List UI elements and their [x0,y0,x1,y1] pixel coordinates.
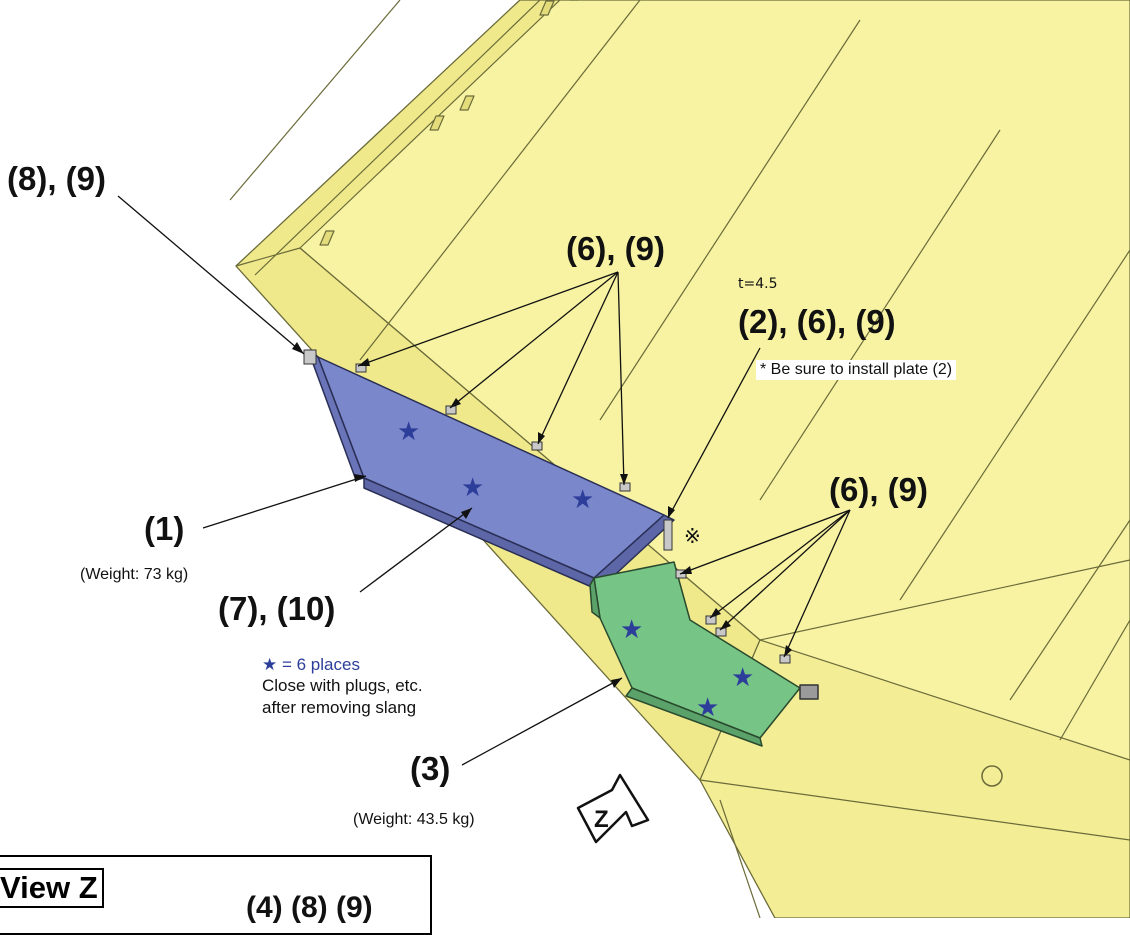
callout-7-10: (7), (10) [218,590,336,627]
weight-1-note: (Weight: 73 kg) [80,566,189,583]
star-mark: ★ [461,473,484,503]
weight-3-note: (Weight: 43.5 kg) [353,811,475,828]
arrow-heads [292,342,792,688]
callout-3: (3) [410,750,451,787]
callout-2-6-9: (2), (6), (9) [738,303,896,340]
star-legend-icon: ★ [262,655,278,674]
plug-legend: ★ = 6 places Close with plugs, etc. afte… [262,654,423,718]
callout-6-9-top: (6), (9) [566,230,665,267]
star-mark: ★ [397,417,420,447]
star-mark: ★ [620,615,643,645]
star-mark: ★ [696,693,719,723]
cover-3-green [589,561,819,747]
leader-lines [117,195,851,766]
view-z-arrow [576,773,650,844]
callout-1: (1) [144,510,185,547]
bolt-blocks [303,349,791,664]
callout-6-9-right: (6), (9) [829,471,928,508]
plate-install-note: * Be sure to install plate (2) [756,360,957,380]
view-z-title: View Z [0,868,104,908]
callout-4-8-9: (4) (8) (9) [246,891,373,924]
star-mark: ★ [731,663,754,693]
view-arrow-label: Z [594,806,609,833]
reference-mark: ※ [684,524,701,548]
legend-line-2: Close with plugs, etc. [262,676,423,696]
callout-8-9-top: (8), (9) [7,160,106,197]
legend-line-3: after removing slang [262,697,417,717]
plug-star-marks: ★ ★ ★ ★ ★ ★ [397,417,754,723]
star-legend-text: = 6 places [277,655,360,674]
thickness-note: t=4.5 [738,276,778,292]
star-mark: ★ [571,485,594,515]
